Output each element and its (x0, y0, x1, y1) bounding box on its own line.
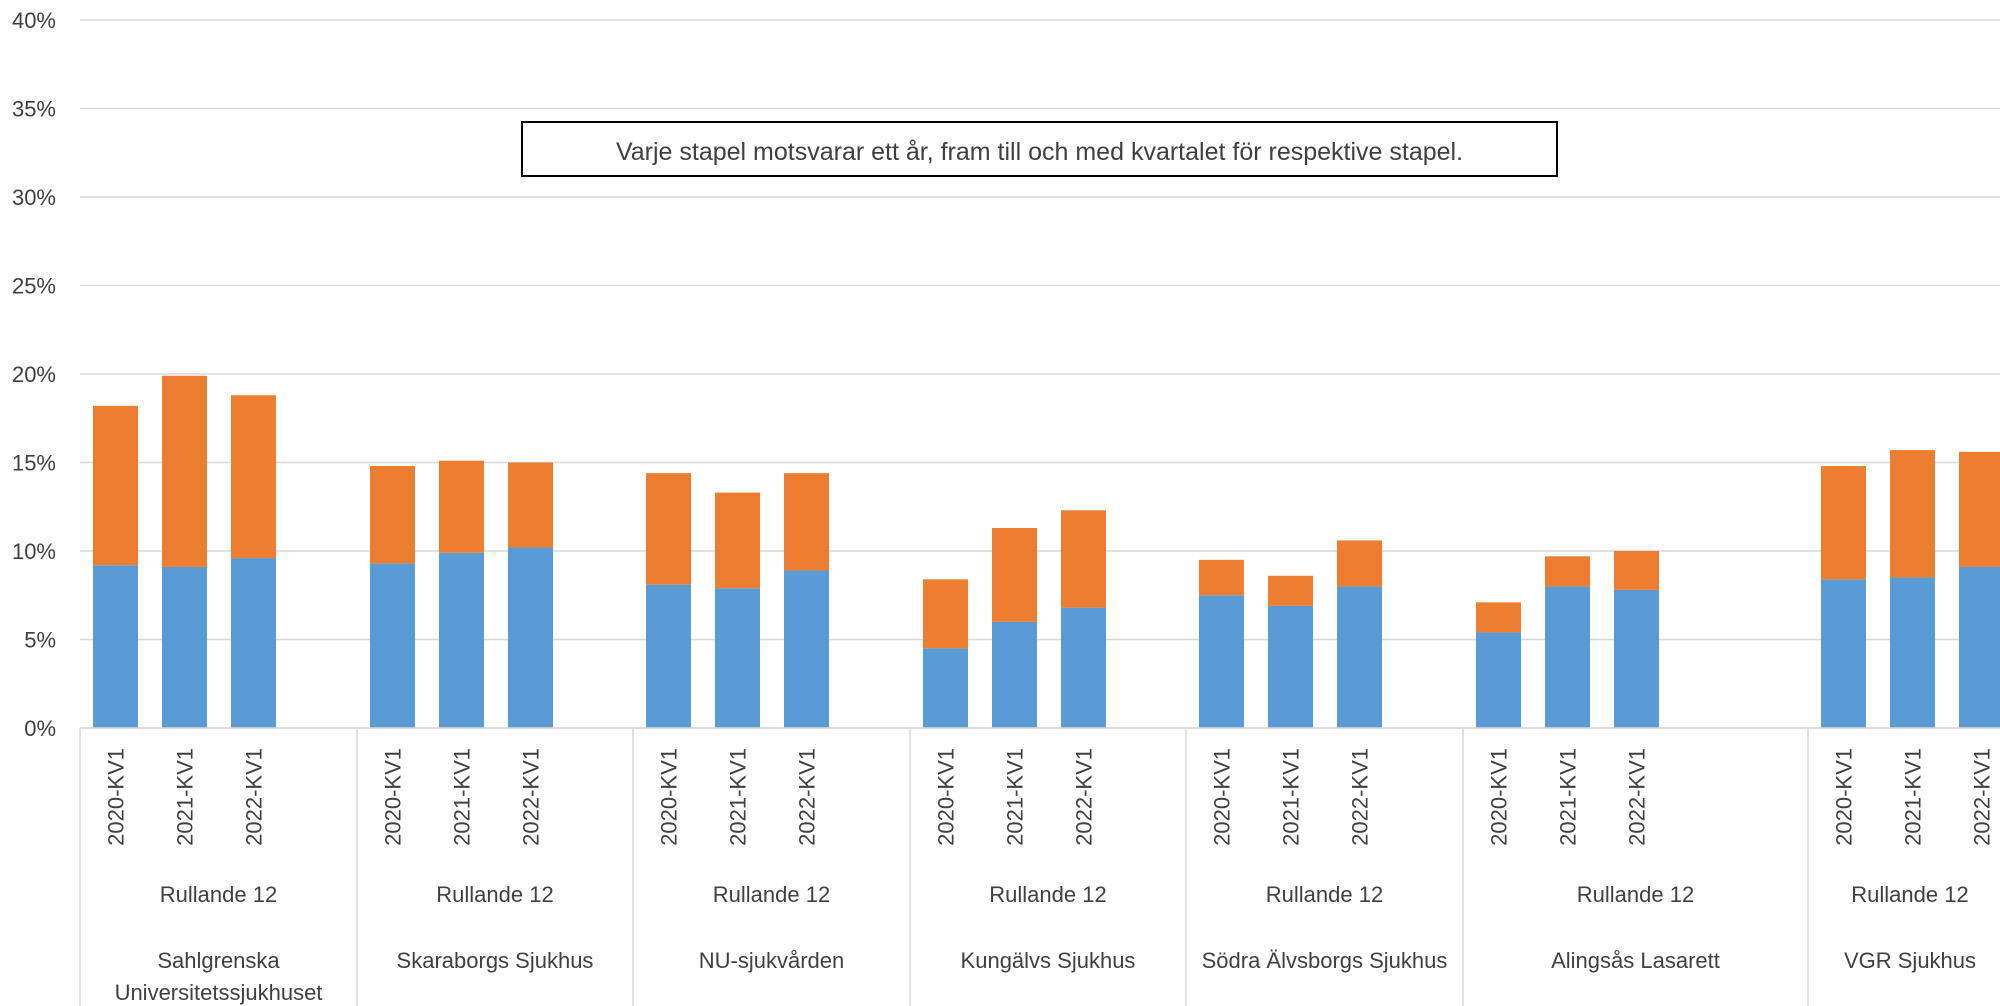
bar-segment-series-1 (1199, 595, 1244, 728)
bar-segment-series-1 (715, 588, 760, 728)
bar-segment-series-2 (646, 473, 691, 585)
bar-segment-series-2 (1268, 575, 1313, 606)
period-label: Rullande 12 (1266, 882, 1383, 907)
period-label: Rullande 12 (989, 882, 1106, 907)
period-label: Rullande 12 (1577, 882, 1694, 907)
bar-segment-series-2 (992, 527, 1037, 622)
group-name-label: Alingsås Lasarett (1551, 948, 1720, 973)
bar-segment-series-1 (1337, 586, 1382, 728)
bar-segment-series-1 (439, 552, 484, 728)
x-tick-label: 2022-KV1 (1348, 748, 1373, 846)
x-tick-label: 2021-KV1 (450, 748, 475, 846)
x-tick-label: 2021-KV1 (726, 748, 751, 846)
x-tick-label: 2021-KV1 (173, 748, 198, 846)
bar-segment-series-1 (1821, 579, 1866, 728)
bar-segment-series-1 (508, 547, 553, 728)
bar-segment-series-2 (1545, 556, 1590, 587)
x-tick-label: 2020-KV1 (657, 748, 682, 846)
x-tick-label: 2022-KV1 (1072, 748, 1097, 846)
y-tick-label: 10% (12, 539, 56, 564)
bar-segment-series-2 (923, 579, 968, 649)
bar-segment-series-1 (231, 558, 276, 728)
x-tick-label: 2022-KV1 (795, 748, 820, 846)
group-name-label: Skaraborgs Sjukhus (397, 948, 594, 973)
period-label: Rullande 12 (713, 882, 830, 907)
y-tick-label: 15% (12, 451, 56, 476)
category-axis: Rullande 12 Sahlgrenska Universitetssjukhu… (79, 727, 2000, 1006)
bar-segment-series-2 (1476, 602, 1521, 633)
group-name-label: VGR Sjukhus (1844, 948, 1976, 973)
bar-segment-series-2 (1614, 551, 1659, 590)
x-tick-label: 2021-KV1 (1556, 748, 1581, 846)
bar-segment-series-1 (992, 621, 1037, 728)
bar-segment-series-2 (93, 405, 138, 566)
bar-segment-series-2 (1890, 450, 1935, 578)
x-tick-label: 2020-KV1 (934, 748, 959, 846)
annotation-text: Varje stapel motsvarar ett år, fram till… (616, 138, 1463, 166)
group-name-label: Södra Älvsborgs Sjukhus (1202, 948, 1448, 973)
x-tick-label: 2022-KV1 (1970, 748, 1995, 846)
bar-segment-series-1 (1614, 589, 1659, 728)
bar-segment-series-2 (715, 492, 760, 589)
x-tick-label: 2021-KV1 (1003, 748, 1028, 846)
x-tick-label: 2020-KV1 (1210, 748, 1235, 846)
x-tick-label: 2021-KV1 (1901, 748, 1926, 846)
bar-segment-series-1 (1545, 586, 1590, 728)
x-tick-label: 2022-KV1 (519, 748, 544, 846)
bar-segment-series-2 (784, 473, 829, 571)
group-name-label: NU-sjukvården (699, 948, 845, 973)
bar-segment-series-1 (923, 648, 968, 728)
y-tick-label: 25% (12, 274, 56, 299)
bar-segment-series-2 (508, 462, 553, 548)
y-tick-label: 5% (24, 628, 56, 653)
bar-segment-series-1 (646, 584, 691, 728)
bar-segment-series-1 (162, 566, 207, 728)
bar-segment-series-1 (784, 570, 829, 728)
x-tick-label: 2020-KV1 (1832, 748, 1857, 846)
period-label: Rullande 12 (1851, 882, 1968, 907)
bars (93, 375, 2000, 728)
annotation-box: Varje stapel motsvarar ett år, fram till… (521, 121, 1558, 177)
group-name-label: Kungälvs Sjukhus (961, 948, 1136, 973)
group-name-label: Sahlgrenska (157, 948, 280, 973)
group-name-label: Universitetssjukhuset (115, 980, 323, 1005)
bar-segment-series-2 (370, 466, 415, 564)
bar-segment-series-2 (231, 395, 276, 559)
bar-segment-series-2 (1061, 510, 1106, 608)
period-label: Rullande 12 (160, 882, 277, 907)
bar-segment-series-1 (1959, 566, 2000, 728)
bar-segment-series-2 (439, 460, 484, 553)
bar-segment-series-2 (1337, 540, 1382, 587)
y-tick-label: 35% (12, 97, 56, 122)
bar-segment-series-1 (370, 563, 415, 728)
x-tick-label: 2022-KV1 (242, 748, 267, 846)
y-tick-label: 40% (12, 8, 56, 33)
bar-segment-series-1 (1268, 605, 1313, 728)
x-tick-label: 2021-KV1 (1279, 748, 1304, 846)
bar-segment-series-1 (93, 565, 138, 728)
y-tick-label: 20% (12, 362, 56, 387)
bar-segment-series-1 (1476, 632, 1521, 728)
bar-segment-series-2 (1959, 451, 2000, 567)
y-tick-label: 30% (12, 185, 56, 210)
bar-segment-series-1 (1890, 577, 1935, 728)
bar-segment-series-2 (162, 375, 207, 567)
bar-segment-series-2 (1821, 466, 1866, 580)
x-tick-label: 2020-KV1 (381, 748, 406, 846)
x-tick-label: 2022-KV1 (1625, 748, 1650, 846)
x-tick-label: 2020-KV1 (1487, 748, 1512, 846)
bar-segment-series-2 (1199, 559, 1244, 596)
period-label: Rullande 12 (436, 882, 553, 907)
x-tick-label: 2020-KV1 (104, 748, 129, 846)
y-axis-tick-labels: 0% 5% 10% 15% 20% 25% 30% 35% 40% (12, 8, 56, 741)
bar-segment-series-1 (1061, 607, 1106, 728)
y-tick-label: 0% (24, 716, 56, 741)
